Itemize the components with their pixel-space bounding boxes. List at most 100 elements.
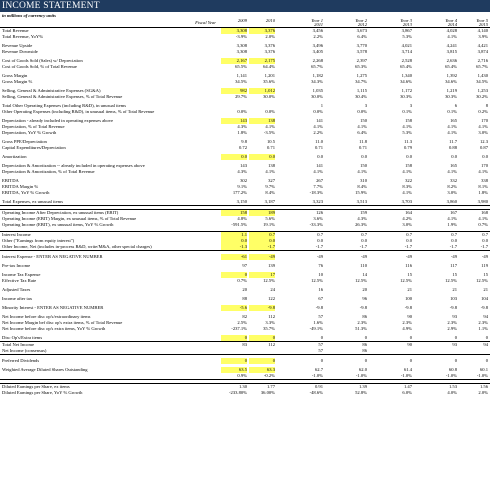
value-cell[interactable]: 0 [485,335,488,340]
value-cell[interactable]: 61.4 [403,367,412,372]
value-cell[interactable]: 112 [268,314,275,319]
value-cell[interactable]: 2,268 [312,58,323,63]
value-cell[interactable]: -9.8 [480,305,488,310]
value-cell[interactable]: 6.4% [357,130,367,135]
value-cell[interactable]: 1,253 [477,88,488,93]
input-cell[interactable]: 0.0 [221,238,247,244]
value-cell[interactable]: 302 [240,178,247,183]
value-cell[interactable]: 0.9% [237,373,247,378]
value-cell[interactable]: -1.7 [315,244,323,249]
value-cell[interactable]: 12.5% [263,278,275,283]
value-cell[interactable]: 4.1% [478,216,488,221]
value-cell[interactable]: 1,430 [477,73,488,78]
value-cell[interactable]: 327 [268,178,275,183]
value-cell[interactable]: 34.6% [400,79,412,84]
value-cell[interactable]: 0.0% [357,109,367,114]
value-cell[interactable]: -0.2% [263,373,275,378]
value-cell[interactable]: 93 [452,314,457,319]
input-cell[interactable]: 3,376 [249,28,275,34]
input-cell[interactable]: -61 [221,254,247,260]
value-cell[interactable]: 117 [450,263,457,268]
value-cell[interactable]: 34.7% [355,79,367,84]
value-cell[interactable]: 168 [481,210,488,215]
value-cell[interactable]: 4.3% [357,216,367,221]
value-cell[interactable]: 122 [268,296,275,301]
input-cell[interactable]: 0.0 [249,154,275,160]
value-cell[interactable]: -3.5% [263,130,275,135]
value-cell[interactable]: 0.0% [237,109,247,114]
input-cell[interactable]: 63.5 [221,367,247,373]
value-cell[interactable]: 310 [360,178,367,183]
value-cell[interactable]: 9.8 [241,139,247,144]
input-cell[interactable]: 1,012 [249,88,275,94]
value-cell[interactable]: 6 [454,103,457,108]
value-cell[interactable]: 158 [405,163,412,168]
value-cell[interactable]: 30.3% [445,94,457,99]
year-header-cell[interactable]: Year 2 2012 [355,18,367,27]
value-cell[interactable]: 3,714 [401,49,412,54]
input-cell[interactable]: 0 [221,358,247,364]
value-cell[interactable]: 21 [452,287,457,292]
value-cell[interactable]: 3,376 [264,49,275,54]
value-cell[interactable]: 4,021 [401,43,412,48]
value-cell[interactable]: 1.47 [403,384,412,389]
value-cell[interactable]: 5.6% [265,216,275,221]
input-cell[interactable]: 3,308 [221,28,247,34]
value-cell[interactable]: 1,392 [446,73,457,78]
value-cell[interactable]: 1.53 [448,384,457,389]
value-cell[interactable]: 0.0 [406,238,412,243]
input-cell[interactable]: 2,175 [249,58,275,64]
value-cell[interactable]: 2.3% [402,320,412,325]
value-cell[interactable]: 1,340 [401,73,412,78]
value-cell[interactable]: 0.1% [402,109,412,114]
value-cell[interactable]: 1.8% [237,130,247,135]
value-cell[interactable]: 112 [268,342,275,347]
value-cell[interactable]: 338 [481,178,488,183]
value-cell[interactable]: 0.0% [313,109,323,114]
value-cell[interactable]: 6.4% [357,34,367,39]
value-cell[interactable]: 60.1 [479,367,488,372]
value-cell[interactable]: 3,703 [401,199,412,204]
value-cell[interactable]: 12.5% [476,278,488,283]
value-cell[interactable]: 4.1% [357,169,367,174]
value-cell[interactable]: 86 [362,348,367,353]
value-cell[interactable]: 159 [360,210,367,215]
value-cell[interactable]: 1.77 [266,384,275,389]
value-cell[interactable]: 0.88 [448,145,457,150]
value-cell[interactable]: 0.7 [406,232,412,237]
value-cell[interactable]: 0.0 [451,154,457,159]
value-cell[interactable]: 8 [485,103,488,108]
value-cell[interactable]: 8.1% [478,184,488,189]
input-cell[interactable]: 158 [221,210,247,216]
value-cell[interactable]: 8.4% [357,184,367,189]
value-cell[interactable]: 0.0 [317,154,323,159]
value-cell[interactable]: 67 [318,296,323,301]
value-cell[interactable]: -49 [450,254,457,259]
value-cell[interactable]: 1.6% [313,320,323,325]
value-cell[interactable]: 3,874 [477,49,488,54]
value-cell[interactable]: 110 [360,263,367,268]
value-cell[interactable]: 165 [450,118,457,123]
value-cell[interactable]: 12.5% [400,278,412,283]
value-cell[interactable]: 51.3% [355,326,367,331]
value-cell[interactable]: 5.3% [402,34,412,39]
value-cell[interactable]: 30.3% [400,94,412,99]
value-cell[interactable]: 2.0% [265,34,275,39]
value-cell[interactable]: 1,201 [264,73,275,78]
value-cell[interactable]: 170 [481,118,488,123]
value-cell[interactable]: 86 [362,314,367,319]
value-cell[interactable]: 150 [360,163,367,168]
input-cell[interactable]: 0.0 [221,154,247,160]
value-cell[interactable]: 4.3% [237,124,247,129]
value-cell[interactable]: 16 [318,287,323,292]
value-cell[interactable]: 0.0 [482,238,488,243]
value-cell[interactable]: 65.7% [311,64,323,69]
input-cell[interactable]: -5.6 [221,305,247,311]
value-cell[interactable]: 3.0% [447,190,457,195]
value-cell[interactable]: 0.7% [478,222,488,227]
input-cell[interactable]: 189 [249,210,275,216]
value-cell[interactable]: 15 [452,272,457,277]
value-cell[interactable]: 20 [242,287,247,292]
input-cell[interactable]: -1.7 [249,244,275,250]
year-header-cell[interactable]: 2010 [265,18,275,23]
